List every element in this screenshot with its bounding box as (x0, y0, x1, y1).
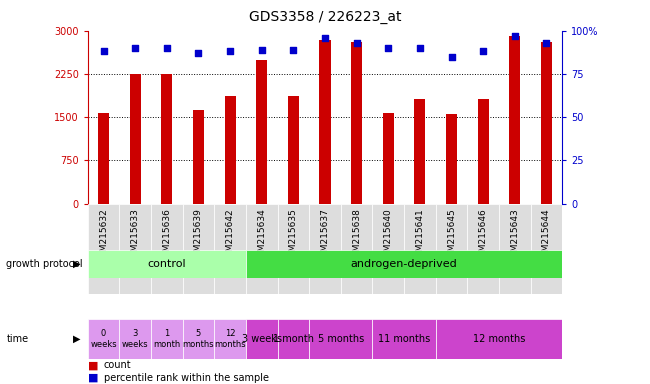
Text: count: count (104, 360, 131, 370)
Text: ▶: ▶ (73, 334, 81, 344)
Bar (98, 113, 109, 204)
Text: 12 months: 12 months (473, 334, 525, 344)
Text: GSM215646: GSM215646 (478, 208, 488, 263)
Bar (161, 74, 172, 204)
Text: 11 months: 11 months (378, 334, 430, 344)
Bar (246, 319, 278, 359)
Text: ▶: ▶ (73, 259, 81, 269)
Text: GSM215644: GSM215644 (542, 208, 551, 263)
Bar (414, 99, 426, 204)
Point (288, 47, 298, 53)
Bar (383, 113, 394, 204)
Text: growth protocol: growth protocol (6, 259, 83, 269)
Text: GSM215642: GSM215642 (226, 208, 235, 263)
Point (478, 48, 488, 55)
Text: time: time (6, 334, 29, 344)
Text: control: control (148, 259, 186, 269)
Text: GSM215632: GSM215632 (99, 208, 108, 263)
Text: GDS3358 / 226223_at: GDS3358 / 226223_at (249, 10, 401, 23)
Text: percentile rank within the sample: percentile rank within the sample (104, 373, 269, 383)
Bar (309, 204, 341, 294)
Point (320, 35, 330, 41)
Text: GSM215641: GSM215641 (415, 208, 424, 263)
Text: GSM215636: GSM215636 (162, 208, 172, 263)
Bar (478, 99, 489, 204)
Text: 5 months: 5 months (318, 334, 364, 344)
Bar (341, 204, 372, 294)
Bar (193, 110, 204, 204)
Point (415, 45, 425, 51)
Point (162, 45, 172, 51)
Bar (214, 204, 246, 294)
Bar (120, 204, 151, 294)
Text: androgen-deprived: androgen-deprived (351, 259, 458, 269)
Text: 1
month: 1 month (153, 329, 181, 349)
Point (352, 40, 362, 46)
Bar (246, 250, 562, 278)
Text: GSM215635: GSM215635 (289, 208, 298, 263)
Bar (436, 204, 467, 294)
Bar (541, 42, 552, 204)
Text: GSM215638: GSM215638 (352, 208, 361, 263)
Bar (372, 204, 404, 294)
Point (257, 47, 267, 53)
Bar (319, 40, 331, 204)
Bar (436, 319, 562, 359)
Bar (246, 204, 278, 294)
Text: 0
weeks: 0 weeks (90, 329, 117, 349)
Text: 1 month: 1 month (273, 334, 314, 344)
Bar (151, 319, 183, 359)
Bar (278, 204, 309, 294)
Bar (372, 319, 436, 359)
Point (130, 45, 140, 51)
Text: GSM215637: GSM215637 (320, 208, 330, 263)
Bar (88, 319, 120, 359)
Bar (151, 204, 183, 294)
Point (98, 48, 109, 55)
Point (383, 45, 393, 51)
Bar (214, 319, 246, 359)
Text: ■: ■ (88, 360, 98, 370)
Bar (309, 319, 372, 359)
Point (225, 48, 235, 55)
Text: 12
months: 12 months (214, 329, 246, 349)
Text: GSM215633: GSM215633 (131, 208, 140, 263)
Bar (446, 114, 457, 204)
Text: GSM215634: GSM215634 (257, 208, 266, 263)
Text: GSM215645: GSM215645 (447, 208, 456, 263)
Bar (288, 96, 299, 204)
Text: GSM215643: GSM215643 (510, 208, 519, 263)
Bar (256, 60, 267, 204)
Bar (404, 204, 436, 294)
Bar (129, 74, 141, 204)
Text: GSM215639: GSM215639 (194, 208, 203, 263)
Bar (183, 204, 214, 294)
Bar (351, 42, 362, 204)
Text: 3 weeks: 3 weeks (242, 334, 281, 344)
Point (193, 50, 203, 56)
Bar (88, 250, 246, 278)
Bar (224, 96, 236, 204)
Text: GSM215640: GSM215640 (384, 208, 393, 263)
Bar (278, 319, 309, 359)
Text: 5
months: 5 months (183, 329, 214, 349)
Bar (183, 319, 214, 359)
Point (510, 33, 520, 39)
Text: ■: ■ (88, 373, 98, 383)
Bar (499, 204, 530, 294)
Bar (120, 319, 151, 359)
Bar (467, 204, 499, 294)
Text: 3
weeks: 3 weeks (122, 329, 148, 349)
Bar (88, 204, 120, 294)
Bar (530, 204, 562, 294)
Point (541, 40, 552, 46)
Point (447, 54, 457, 60)
Bar (509, 36, 521, 204)
